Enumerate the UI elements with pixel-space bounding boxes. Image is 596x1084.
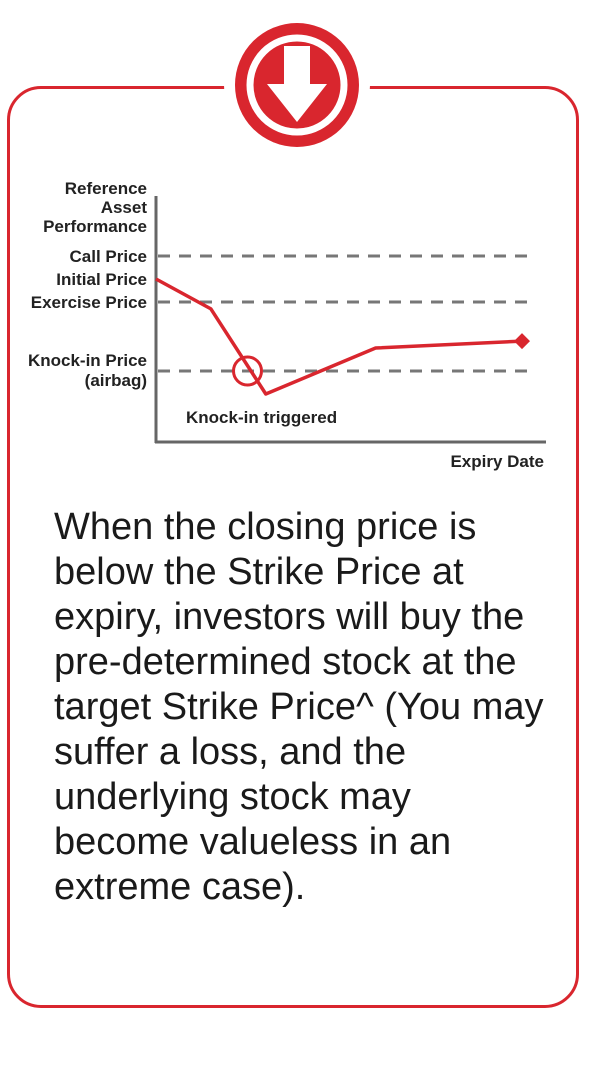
caption-line: pre-determined stock at the [54, 641, 517, 683]
caption-line: become valueless in an [54, 821, 452, 863]
caption-line: underlying stock may [54, 776, 411, 818]
caption-line: suffer a loss, and the [54, 731, 407, 773]
caption-line: target Strike Price^ (You may [54, 686, 544, 728]
knock-in-annotation: Knock-in triggered [186, 408, 337, 427]
caption-line: below the Strike Price at [54, 551, 464, 593]
caption-line: extreme case). [54, 866, 306, 908]
level-label: Exercise Price [31, 293, 147, 312]
badge [224, 12, 370, 158]
y-axis-label-line: Reference [65, 179, 147, 198]
y-axis-label-line: Performance [43, 217, 147, 236]
arrow-down-icon [267, 46, 327, 122]
caption-text: When the closing price is below the Stri… [54, 505, 574, 910]
badge-inner-ring [246, 34, 348, 136]
end-point-marker [514, 333, 530, 350]
info-card [7, 86, 579, 1008]
caption-line: When the closing price is [54, 506, 477, 548]
x-axis-label: Expiry Date [450, 452, 544, 471]
level-label: Knock-in Price (airbag) [28, 351, 147, 390]
level-label: Call Price [70, 247, 148, 266]
caption-line: expiry, investors will buy the [54, 596, 525, 638]
y-axis-label-line: Asset [101, 198, 148, 217]
knock-in-circle [232, 355, 263, 387]
series-line [155, 277, 523, 396]
level-label: Initial Price [56, 270, 147, 289]
